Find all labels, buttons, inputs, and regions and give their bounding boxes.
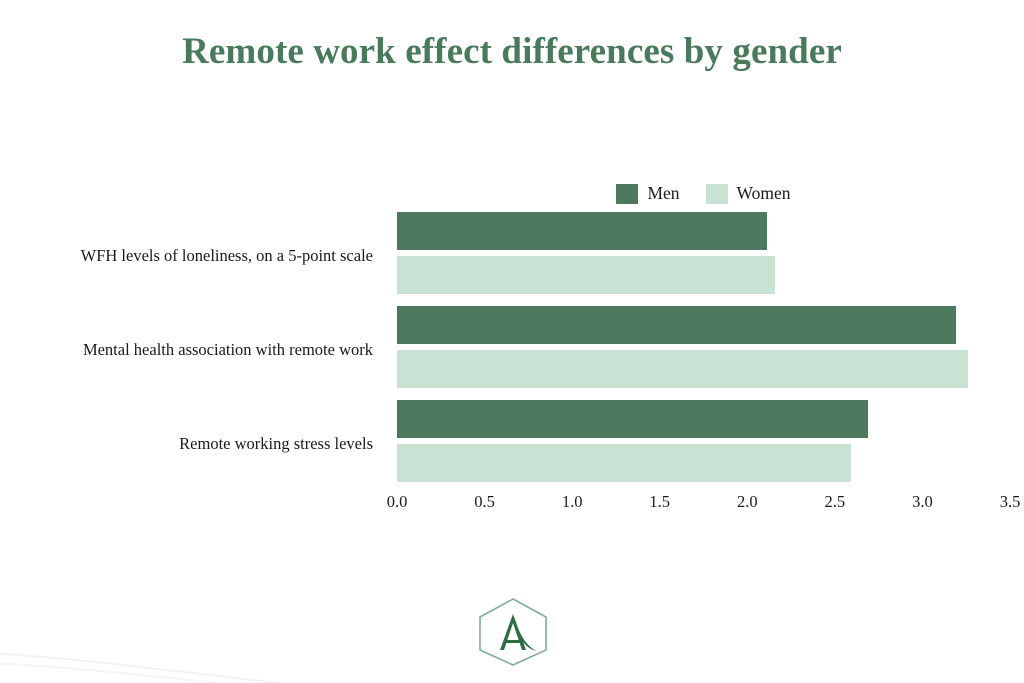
x-tick-2: 1.0 (561, 492, 583, 511)
bar-group-1 (397, 306, 1010, 390)
x-tick-7: 3.5 (999, 492, 1021, 511)
legend-item-women[interactable]: Women (705, 183, 791, 204)
legend-swatch-women (705, 183, 728, 204)
y-axis-label-1: Mental health association with remote wo… (82, 340, 373, 359)
bar-men-2[interactable] (397, 400, 869, 438)
page-title: Remote work effect differences by gender (182, 31, 842, 72)
x-tick-4: 2.0 (736, 492, 758, 511)
bar-women-2[interactable] (397, 444, 851, 482)
legend-label-women: Women (736, 183, 791, 203)
decorative-curves (0, 652, 291, 683)
hexagon-a-logo-icon (479, 598, 547, 666)
legend-item-men[interactable]: Men (616, 183, 680, 204)
legend-swatch-men (616, 183, 639, 204)
y-axis-label-2: Remote working stress levels (179, 434, 373, 453)
y-axis-label-0: WFH levels of loneliness, on a 5-point s… (80, 246, 373, 265)
bar-group-2 (397, 400, 1010, 484)
bar-women-1[interactable] (397, 350, 968, 388)
plot-area (397, 212, 1010, 492)
chart-legend: Men Women (397, 183, 1010, 204)
x-axis: 0.0 0.5 1.0 1.5 2.0 2.5 3.0 3.5 (387, 492, 1021, 520)
legend-label-men: Men (647, 183, 680, 203)
bar-men-0[interactable] (397, 212, 767, 250)
bar-group-0 (397, 212, 1010, 296)
x-tick-0: 0.0 (386, 492, 408, 511)
y-axis-labels: WFH levels of loneliness, on a 5-point s… (0, 212, 385, 492)
bar-men-1[interactable] (397, 306, 956, 344)
x-tick-1: 0.5 (474, 492, 495, 511)
x-tick-3: 1.5 (649, 492, 671, 511)
bar-women-0[interactable] (397, 256, 776, 294)
x-tick-6: 3.0 (912, 492, 933, 511)
x-tick-5: 2.5 (824, 492, 846, 511)
